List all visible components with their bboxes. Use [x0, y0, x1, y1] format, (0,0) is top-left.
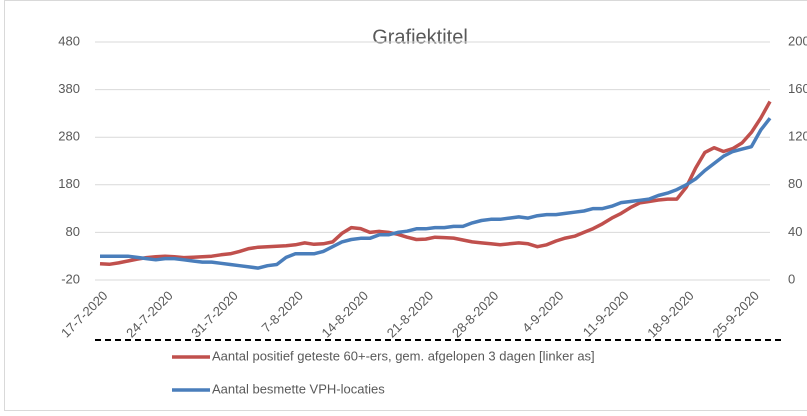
x-tick-label: 25-9-2020: [709, 288, 762, 341]
y-tick-label: 180: [58, 176, 80, 191]
x-tick-label: 11-9-2020: [580, 288, 632, 340]
x-tick-label: 18-9-2020: [644, 288, 697, 341]
y2-tick-label: 80: [788, 176, 802, 191]
legend-label: Aantal besmette VPH-locaties: [212, 381, 385, 396]
x-tick-label: 4-9-2020: [519, 288, 566, 335]
x-tick-label: 21-8-2020: [384, 288, 437, 341]
x-tick-label: 17-7-2020: [58, 288, 111, 341]
legend-label: Aantal positief geteste 60+-ers, gem. af…: [212, 348, 595, 363]
y2-tick-label: 160: [788, 81, 807, 96]
y2-tick-label: 200: [788, 33, 807, 48]
x-tick-label: 24-7-2020: [123, 288, 176, 341]
y-tick-label: -20: [61, 271, 80, 286]
x-tick-label: 28-8-2020: [449, 288, 502, 341]
y2-tick-label: 40: [788, 224, 802, 239]
chart-frame: [4, 0, 807, 411]
y-tick-label: 80: [66, 224, 80, 239]
data-line: [100, 117, 772, 270]
y-tick-label: 480: [58, 33, 80, 48]
y2-tick-label: 120: [788, 129, 807, 144]
x-tick-label: 31-7-2020: [188, 288, 241, 341]
x-tick-label: 14-8-2020: [319, 288, 372, 341]
data-line: [99, 100, 772, 267]
x-tick-label: 7-8-2020: [259, 288, 306, 335]
y-tick-label: 380: [58, 81, 80, 96]
chart-title: Grafiektitel: [372, 26, 468, 48]
y-tick-label: 280: [58, 129, 80, 144]
y2-tick-label: 0: [788, 271, 795, 286]
